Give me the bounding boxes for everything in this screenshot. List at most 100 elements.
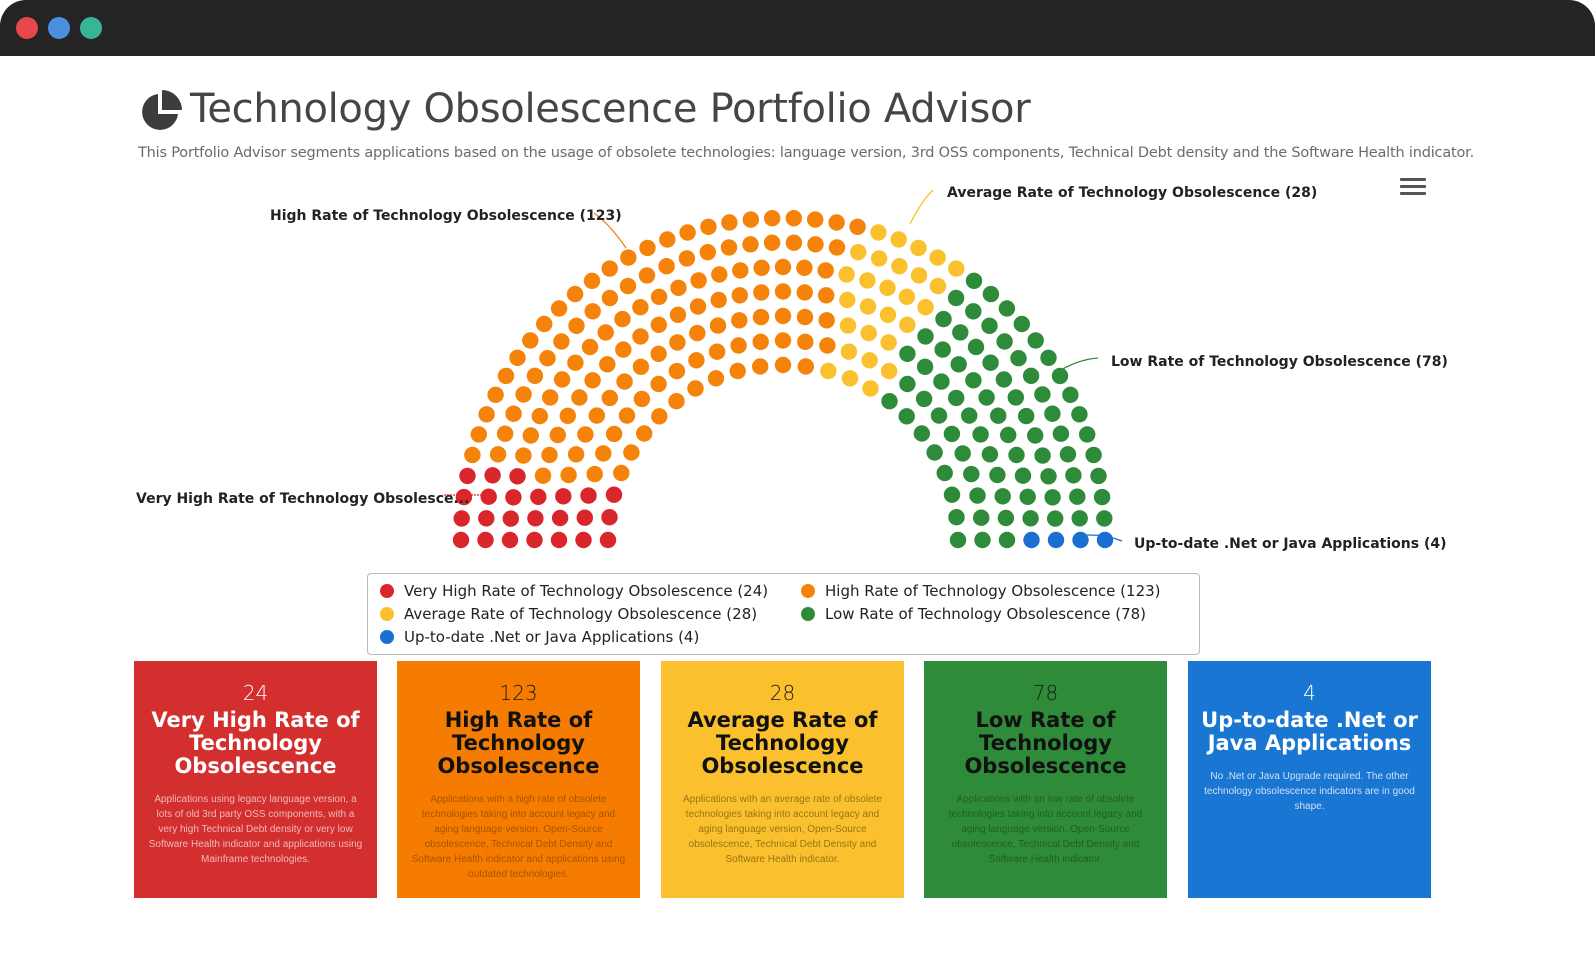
seat-dot[interactable] xyxy=(502,510,519,527)
seat-dot[interactable] xyxy=(807,236,824,253)
seat-dot[interactable] xyxy=(478,510,495,527)
seat-dot[interactable] xyxy=(553,333,570,350)
seat-dot[interactable] xyxy=(899,316,916,333)
seat-dot[interactable] xyxy=(752,358,769,375)
seat-dot[interactable] xyxy=(707,370,725,387)
seat-dot[interactable] xyxy=(452,531,470,549)
seat-dot[interactable] xyxy=(605,486,623,503)
seat-dot[interactable] xyxy=(620,249,637,266)
seat-dot[interactable] xyxy=(509,349,526,366)
seat-dot[interactable] xyxy=(689,324,706,342)
seat-dot[interactable] xyxy=(1000,426,1017,444)
seat-dot[interactable] xyxy=(961,407,978,424)
seat-dot[interactable] xyxy=(601,289,619,307)
seat-dot[interactable] xyxy=(978,389,995,406)
seat-dot[interactable] xyxy=(1096,531,1114,549)
seat-dot[interactable] xyxy=(584,303,601,320)
seat-dot[interactable] xyxy=(550,531,568,549)
seat-dot[interactable] xyxy=(638,267,656,284)
seat-dot[interactable] xyxy=(774,356,792,374)
seat-dot[interactable] xyxy=(965,303,982,320)
seat-dot[interactable] xyxy=(943,486,961,503)
seat-dot[interactable] xyxy=(859,298,877,315)
seat-dot[interactable] xyxy=(534,467,552,484)
seat-dot[interactable] xyxy=(994,488,1011,505)
seat-dot[interactable] xyxy=(898,288,916,305)
seat-dot[interactable] xyxy=(678,250,696,267)
seat-dot[interactable] xyxy=(828,239,846,256)
seat-dot[interactable] xyxy=(496,425,514,442)
seat-dot[interactable] xyxy=(1017,407,1035,425)
seat-dot[interactable] xyxy=(774,332,792,349)
seat-dot[interactable] xyxy=(679,224,696,241)
seat-dot[interactable] xyxy=(711,266,728,283)
seat-dot[interactable] xyxy=(949,531,967,549)
seat-dot[interactable] xyxy=(929,277,947,295)
seat-dot[interactable] xyxy=(879,279,896,296)
seat-dot[interactable] xyxy=(1014,467,1032,484)
seat-dot[interactable] xyxy=(505,405,522,422)
seat-dot[interactable] xyxy=(839,317,857,334)
seat-dot[interactable] xyxy=(969,487,986,504)
close-window-icon[interactable] xyxy=(16,17,38,39)
seat-dot[interactable] xyxy=(614,310,631,328)
seat-dot[interactable] xyxy=(981,317,998,334)
seat-dot[interactable] xyxy=(651,408,668,425)
seat-dot[interactable] xyxy=(731,287,748,304)
seat-dot[interactable] xyxy=(659,231,676,248)
seat-dot[interactable] xyxy=(1096,510,1113,527)
seat-dot[interactable] xyxy=(1047,531,1065,549)
seat-dot[interactable] xyxy=(633,390,651,408)
seat-dot[interactable] xyxy=(487,386,504,403)
seat-dot[interactable] xyxy=(990,407,1007,424)
seat-dot[interactable] xyxy=(586,465,603,483)
seat-dot[interactable] xyxy=(480,488,497,505)
seat-dot[interactable] xyxy=(553,371,571,388)
seat-dot[interactable] xyxy=(1013,315,1030,333)
seat-dot[interactable] xyxy=(650,288,668,305)
seat-dot[interactable] xyxy=(505,489,522,506)
seat-dot[interactable] xyxy=(551,509,569,527)
seat-dot[interactable] xyxy=(688,352,705,369)
seat-dot[interactable] xyxy=(996,333,1013,350)
seat-dot[interactable] xyxy=(580,487,597,504)
seat-dot[interactable] xyxy=(601,509,618,526)
seat-dot[interactable] xyxy=(623,444,640,461)
seat-dot[interactable] xyxy=(732,262,749,279)
seat-dot[interactable] xyxy=(650,375,667,393)
seat-dot[interactable] xyxy=(1052,425,1070,442)
seat-dot[interactable] xyxy=(1090,467,1107,485)
seat-dot[interactable] xyxy=(1079,426,1096,443)
seat-dot[interactable] xyxy=(567,446,585,463)
seat-dot[interactable] xyxy=(965,372,982,389)
seat-dot[interactable] xyxy=(615,341,632,358)
seat-dot[interactable] xyxy=(577,426,594,443)
seat-dot[interactable] xyxy=(881,393,898,410)
seat-dot[interactable] xyxy=(687,380,704,397)
seat-dot[interactable] xyxy=(859,272,876,289)
seat-dot[interactable] xyxy=(943,425,961,443)
seat-dot[interactable] xyxy=(774,258,792,276)
seat-dot[interactable] xyxy=(948,389,965,407)
seat-dot[interactable] xyxy=(934,341,951,358)
seat-dot[interactable] xyxy=(807,211,824,228)
seat-dot[interactable] xyxy=(721,214,738,231)
card-very-high[interactable]: 24 Very High Rate of Technology Obsolesc… xyxy=(134,661,377,898)
seat-dot[interactable] xyxy=(954,445,971,462)
seat-dot[interactable] xyxy=(861,352,878,369)
seat-dot[interactable] xyxy=(752,333,769,350)
seat-dot[interactable] xyxy=(1040,349,1057,366)
seat-dot[interactable] xyxy=(819,337,836,354)
seat-dot[interactable] xyxy=(785,234,803,251)
seat-dot[interactable] xyxy=(817,262,834,279)
seat-dot[interactable] xyxy=(890,231,907,248)
seat-dot[interactable] xyxy=(576,509,593,526)
seat-dot[interactable] xyxy=(567,354,584,371)
seat-dot[interactable] xyxy=(838,266,855,283)
seat-dot[interactable] xyxy=(527,510,544,527)
seat-dot[interactable] xyxy=(891,258,908,275)
seat-dot[interactable] xyxy=(1071,510,1088,527)
seat-dot[interactable] xyxy=(1040,468,1057,485)
seat-dot[interactable] xyxy=(530,488,547,505)
seat-dot[interactable] xyxy=(1008,446,1025,464)
